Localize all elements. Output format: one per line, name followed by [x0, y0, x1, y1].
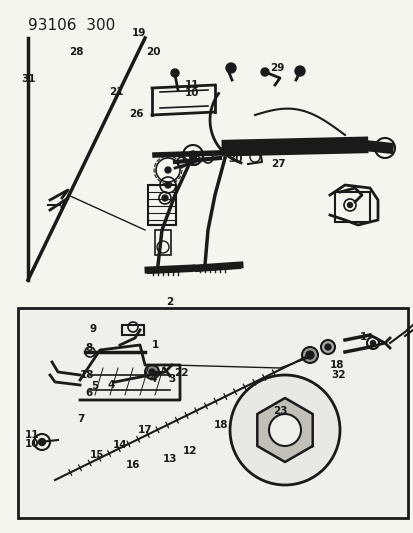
Text: 23: 23 [273, 407, 287, 416]
Text: 10: 10 [24, 439, 39, 449]
Text: 3: 3 [168, 375, 175, 384]
Text: 16: 16 [126, 461, 140, 470]
Text: 22: 22 [173, 368, 188, 378]
Text: 15: 15 [90, 450, 104, 459]
Text: 28: 28 [69, 47, 84, 57]
Text: 1: 1 [151, 340, 159, 350]
Text: 20: 20 [145, 47, 160, 57]
Text: 4: 4 [107, 380, 114, 390]
Text: 31: 31 [21, 74, 36, 84]
Circle shape [301, 347, 317, 363]
Text: 11: 11 [185, 80, 199, 90]
Circle shape [38, 439, 45, 446]
Text: 25: 25 [218, 147, 233, 157]
Text: 10: 10 [185, 88, 199, 98]
Circle shape [189, 151, 197, 159]
Text: 25: 25 [311, 142, 326, 151]
Text: 8: 8 [85, 343, 93, 353]
Circle shape [149, 369, 154, 375]
Text: 1: 1 [359, 333, 366, 342]
Circle shape [225, 63, 235, 73]
Text: 93106  300: 93106 300 [28, 18, 115, 33]
Text: 27: 27 [270, 159, 285, 169]
Text: 7: 7 [77, 415, 84, 424]
Circle shape [260, 68, 268, 76]
Text: 30: 30 [227, 154, 242, 164]
Text: 18: 18 [329, 360, 344, 370]
Bar [122, 325, 144, 335]
Text: 19: 19 [131, 28, 145, 38]
Circle shape [171, 69, 178, 77]
Bar [334, 192, 369, 222]
Text: 13: 13 [162, 455, 177, 464]
Circle shape [347, 203, 351, 207]
Circle shape [380, 144, 388, 152]
Circle shape [161, 195, 168, 201]
Bar [154, 230, 171, 255]
Text: 26: 26 [129, 109, 144, 118]
Text: 17: 17 [137, 425, 152, 435]
Text: 2: 2 [166, 297, 173, 307]
Text: 11: 11 [24, 431, 39, 440]
Circle shape [165, 182, 171, 188]
Circle shape [370, 341, 375, 345]
Circle shape [268, 414, 300, 446]
Circle shape [324, 344, 330, 350]
Text: 14: 14 [112, 440, 127, 450]
Text: 6: 6 [85, 388, 93, 398]
Text: 21: 21 [108, 87, 123, 97]
Text: 5: 5 [90, 381, 98, 391]
Polygon shape [256, 398, 312, 462]
Text: 9: 9 [89, 324, 97, 334]
Bar [147, 185, 176, 225]
Text: 18: 18 [214, 420, 228, 430]
Circle shape [230, 375, 339, 485]
Circle shape [305, 351, 313, 359]
Circle shape [145, 365, 159, 379]
Text: 4: 4 [149, 375, 157, 384]
Text: 29: 29 [270, 63, 284, 73]
Circle shape [294, 66, 304, 76]
Text: 32: 32 [330, 370, 345, 379]
Text: 18: 18 [79, 370, 94, 379]
Bar [18, 308, 407, 518]
Circle shape [320, 340, 334, 354]
Circle shape [165, 167, 171, 173]
Text: 12: 12 [183, 447, 197, 456]
